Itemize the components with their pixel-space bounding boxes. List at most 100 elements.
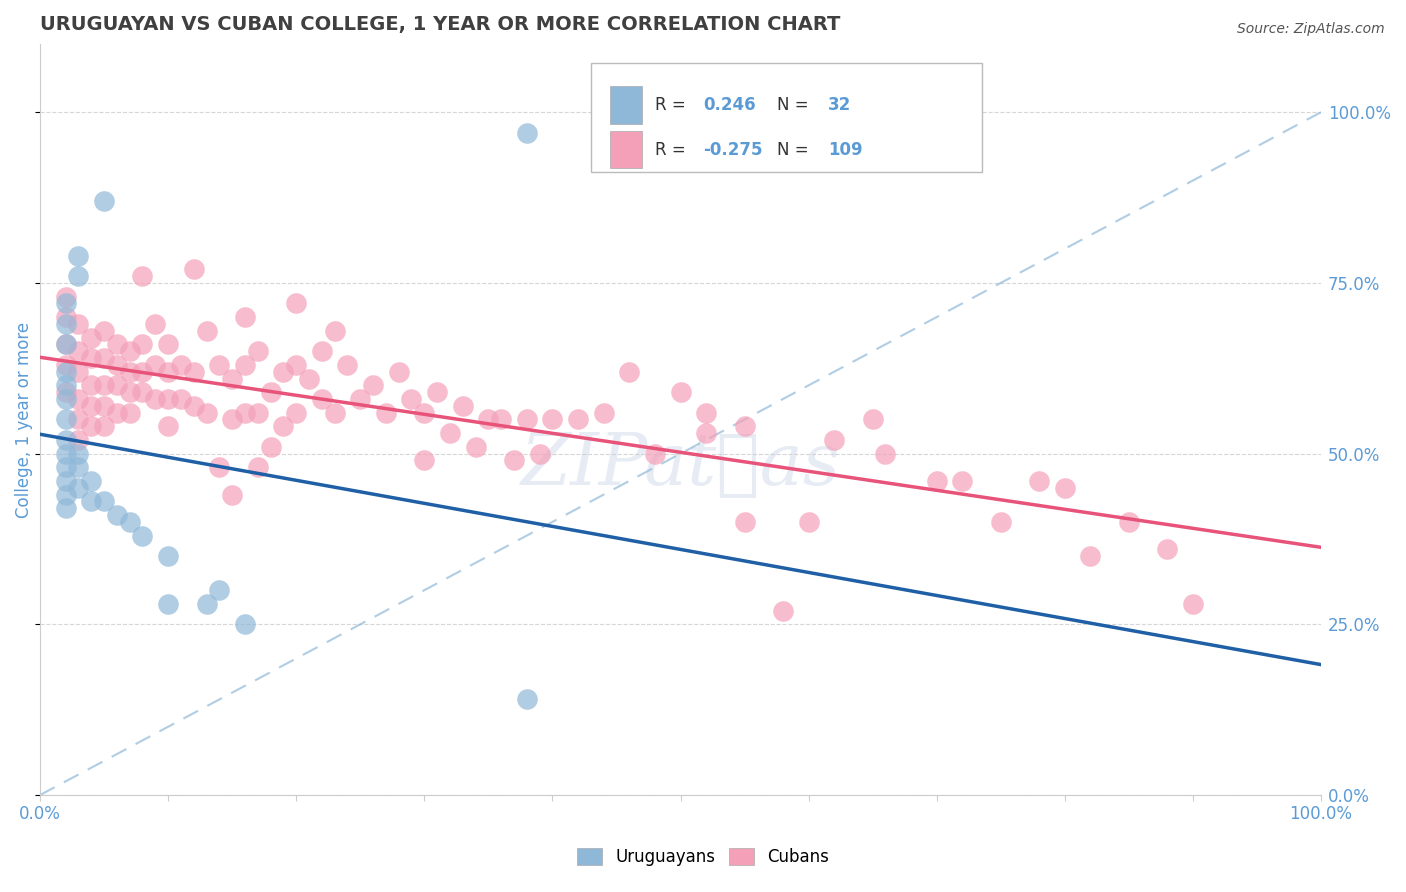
Point bbox=[105, 508, 128, 522]
Point bbox=[567, 412, 589, 426]
Point bbox=[451, 399, 474, 413]
Point bbox=[285, 358, 308, 372]
Point bbox=[118, 344, 141, 359]
Point bbox=[93, 399, 115, 413]
Point bbox=[259, 385, 281, 400]
Point bbox=[541, 412, 564, 426]
Point bbox=[516, 412, 538, 426]
Point bbox=[67, 249, 90, 263]
Point bbox=[246, 344, 269, 359]
Point bbox=[285, 296, 308, 310]
Point bbox=[67, 344, 90, 359]
Point bbox=[80, 399, 103, 413]
Point bbox=[67, 317, 90, 331]
Point bbox=[131, 365, 153, 379]
Point bbox=[862, 412, 884, 426]
Point bbox=[336, 358, 359, 372]
Point bbox=[80, 494, 103, 508]
Point bbox=[143, 358, 166, 372]
Point bbox=[1156, 542, 1178, 557]
Point bbox=[183, 365, 205, 379]
Point bbox=[298, 371, 321, 385]
Point bbox=[208, 460, 231, 475]
Point bbox=[1181, 597, 1204, 611]
Point bbox=[131, 528, 153, 542]
Point bbox=[55, 358, 77, 372]
Point bbox=[797, 515, 820, 529]
Text: Source: ZipAtlas.com: Source: ZipAtlas.com bbox=[1237, 22, 1385, 37]
Point bbox=[695, 426, 717, 441]
Point bbox=[208, 358, 231, 372]
Text: 0.246: 0.246 bbox=[703, 96, 756, 114]
Text: N =: N = bbox=[776, 96, 814, 114]
Point bbox=[221, 487, 243, 501]
Point bbox=[592, 406, 614, 420]
Text: ZIPatℓas: ZIPatℓas bbox=[520, 429, 841, 500]
Point bbox=[80, 351, 103, 365]
Point bbox=[1080, 549, 1102, 563]
Point bbox=[67, 365, 90, 379]
Point bbox=[55, 385, 77, 400]
Point bbox=[55, 365, 77, 379]
Point bbox=[503, 453, 526, 467]
Text: N =: N = bbox=[776, 141, 814, 159]
Point bbox=[925, 474, 948, 488]
Point bbox=[55, 296, 77, 310]
Point bbox=[67, 481, 90, 495]
Point bbox=[221, 412, 243, 426]
Point bbox=[388, 365, 411, 379]
Point bbox=[311, 344, 333, 359]
Point bbox=[285, 406, 308, 420]
Point bbox=[67, 392, 90, 406]
Point bbox=[105, 358, 128, 372]
Point bbox=[157, 597, 180, 611]
Point bbox=[1053, 481, 1076, 495]
Point bbox=[80, 330, 103, 344]
Point bbox=[93, 419, 115, 434]
Point bbox=[55, 433, 77, 447]
Point bbox=[55, 460, 77, 475]
Point bbox=[80, 419, 103, 434]
Point bbox=[105, 378, 128, 392]
Point bbox=[131, 385, 153, 400]
Point bbox=[143, 317, 166, 331]
Y-axis label: College, 1 year or more: College, 1 year or more bbox=[15, 321, 32, 517]
Point bbox=[361, 378, 384, 392]
Point bbox=[118, 365, 141, 379]
Point bbox=[93, 194, 115, 208]
Point bbox=[55, 317, 77, 331]
Point bbox=[950, 474, 973, 488]
Point bbox=[233, 358, 256, 372]
Point bbox=[183, 399, 205, 413]
Point bbox=[477, 412, 499, 426]
Point bbox=[183, 262, 205, 277]
Point bbox=[67, 447, 90, 461]
Point bbox=[259, 440, 281, 454]
Text: 109: 109 bbox=[828, 141, 862, 159]
Point bbox=[55, 447, 77, 461]
Point bbox=[875, 447, 897, 461]
Point bbox=[55, 337, 77, 351]
Text: 32: 32 bbox=[828, 96, 851, 114]
Point bbox=[644, 447, 666, 461]
Point bbox=[221, 371, 243, 385]
Point bbox=[401, 392, 423, 406]
Point bbox=[323, 406, 346, 420]
Point bbox=[170, 358, 193, 372]
Point bbox=[67, 433, 90, 447]
FancyBboxPatch shape bbox=[591, 62, 981, 171]
Point bbox=[67, 460, 90, 475]
Text: -0.275: -0.275 bbox=[703, 141, 763, 159]
Point bbox=[157, 419, 180, 434]
Point bbox=[55, 501, 77, 516]
Point bbox=[55, 487, 77, 501]
Point bbox=[208, 583, 231, 598]
Point bbox=[157, 392, 180, 406]
Point bbox=[55, 310, 77, 324]
Point bbox=[246, 460, 269, 475]
Point bbox=[273, 419, 295, 434]
Point bbox=[1118, 515, 1140, 529]
Point bbox=[105, 337, 128, 351]
Point bbox=[990, 515, 1012, 529]
Point bbox=[233, 406, 256, 420]
